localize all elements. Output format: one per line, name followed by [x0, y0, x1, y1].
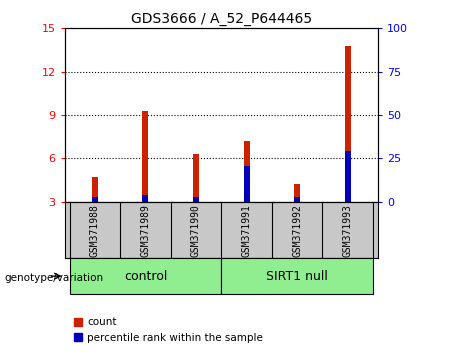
Bar — [294, 198, 300, 202]
Bar — [92, 177, 98, 202]
Bar — [345, 46, 351, 202]
Text: GSM371988: GSM371988 — [90, 205, 100, 257]
Bar — [70, 258, 221, 294]
Bar — [221, 258, 373, 294]
Bar — [92, 197, 98, 202]
Title: GDS3666 / A_52_P644465: GDS3666 / A_52_P644465 — [131, 12, 312, 26]
Bar — [294, 184, 300, 202]
Text: control: control — [124, 270, 167, 282]
Text: GSM371992: GSM371992 — [292, 205, 302, 257]
Text: GSM371991: GSM371991 — [242, 205, 252, 257]
Text: GSM371990: GSM371990 — [191, 205, 201, 257]
Bar — [142, 111, 148, 202]
Text: SIRT1 null: SIRT1 null — [266, 270, 328, 282]
Bar — [243, 166, 249, 202]
Legend: count, percentile rank within the sample: count, percentile rank within the sample — [70, 313, 267, 347]
Bar — [243, 141, 249, 202]
Bar — [193, 154, 199, 202]
Text: GSM371993: GSM371993 — [343, 205, 353, 257]
Text: GSM371989: GSM371989 — [141, 205, 150, 257]
Bar — [345, 151, 351, 202]
Text: genotype/variation: genotype/variation — [5, 273, 104, 283]
Bar — [142, 195, 148, 202]
Bar — [193, 197, 199, 202]
